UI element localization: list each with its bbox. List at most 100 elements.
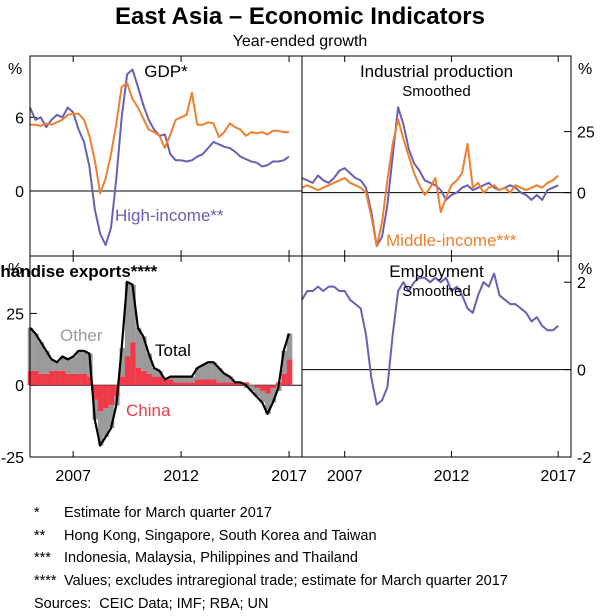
bar-china: [141, 370, 147, 386]
y-tick-label: -25: [1, 450, 24, 467]
y-tick-label: 25: [577, 125, 595, 142]
sources-text: CEIC Data; IMF; RBA; UN: [99, 596, 269, 612]
y-unit-label: %: [578, 261, 592, 278]
bar-china: [70, 373, 77, 386]
bar-other: [168, 376, 174, 380]
x-tick-label: 2007: [327, 468, 363, 485]
sources-label: Sources:: [34, 596, 92, 612]
bar-china: [211, 379, 217, 386]
bar-other: [195, 367, 201, 380]
footnote-text: Hong Kong, Singapore, South Korea and Ta…: [64, 527, 377, 544]
bar-china: [43, 373, 50, 386]
bar-other: [38, 342, 45, 374]
bar-other: [49, 359, 55, 371]
series-annotation: China: [126, 401, 171, 420]
y-tick-label: 0: [15, 378, 24, 395]
bar-china: [49, 370, 55, 386]
bar-china: [65, 373, 72, 386]
bar-china: [146, 373, 153, 386]
bar-other: [254, 388, 260, 397]
bar-china: [265, 385, 271, 394]
y-tick-label: 25: [6, 306, 24, 323]
y-tick-label: 0: [577, 186, 586, 203]
chart-figure: East Asia – Economic Indicators Year-end…: [0, 3, 595, 485]
bar-other: [184, 376, 190, 383]
series-line-middle-income: [301, 118, 559, 248]
bar-china: [135, 367, 142, 386]
bar-other: [108, 405, 115, 429]
bar-china: [60, 370, 66, 386]
bar-other: [227, 376, 233, 383]
bar-china: [124, 356, 131, 386]
bar-china: [87, 376, 93, 386]
x-axis: 2007 2007 2012 2012 2017 2017: [55, 468, 576, 485]
bar-china: [130, 342, 136, 386]
bar-china: [281, 373, 287, 386]
bar-china: [243, 382, 250, 386]
bar-other: [222, 373, 228, 383]
bar-china: [195, 379, 201, 386]
bar-china: [33, 370, 39, 386]
y-tick-label: -2: [577, 450, 591, 467]
bar-other: [119, 347, 126, 377]
bar-other: [124, 281, 131, 357]
bar-other: [130, 284, 136, 343]
bar-china: [270, 385, 277, 389]
y-tick-label: 0: [15, 184, 24, 201]
bar-china: [227, 382, 233, 386]
panel-title: Merchandise exports****: [0, 262, 158, 281]
panel-title: GDP*: [144, 62, 188, 81]
bar-china: [38, 373, 45, 386]
y-unit-label: %: [578, 61, 592, 78]
series-line-high-income: [301, 106, 559, 248]
series-line-middle-income: [30, 82, 289, 195]
bar-china: [184, 382, 190, 386]
bar-other: [173, 376, 179, 383]
bar-other: [281, 350, 287, 374]
chart-subtitle: Year-ended growth: [233, 33, 368, 50]
footnotes: * Estimate for March quarter 2017 ** Hong …: [34, 502, 594, 616]
bar-china: [200, 379, 206, 386]
bar-other: [216, 367, 223, 383]
footnote-marker: **: [34, 527, 46, 544]
bar-china: [103, 385, 109, 409]
bar-china: [119, 376, 126, 386]
bar-other: [178, 376, 185, 383]
bar-other: [43, 350, 50, 374]
panel-gdp: 0 6% GDP* High-income**: [8, 56, 302, 256]
bar-other: [33, 333, 39, 371]
bar-china: [216, 382, 223, 386]
bar-china: [254, 385, 260, 389]
bar-other: [286, 333, 293, 360]
bar-china: [151, 376, 158, 386]
panel-subtitle: Smoothed: [402, 283, 470, 300]
bar-china: [178, 382, 185, 386]
bar-china: [97, 385, 104, 412]
bar-china: [54, 370, 61, 386]
bar-other: [141, 336, 147, 371]
series-line-total: [29, 280, 291, 447]
bar-other: [151, 367, 158, 377]
y-tick-label: 2: [577, 275, 586, 292]
panel-industrial: 0 25% Industrial production Smoothed Middle-…: [301, 56, 595, 256]
chart-title: East Asia – Economic Indicators: [115, 3, 485, 30]
x-tick-label: 2012: [163, 468, 199, 485]
footnote-marker: *: [34, 505, 40, 521]
bar-other: [103, 408, 109, 437]
bar-other: [265, 393, 271, 414]
footnote-marker: ****: [34, 572, 57, 589]
bar-other: [135, 327, 142, 368]
panel-title: Employment: [389, 262, 484, 281]
footnote-4: **** Values; excludes intraregional trade…: [34, 570, 594, 593]
bar-other: [189, 376, 196, 383]
footnote-marker: ***: [34, 550, 51, 566]
footnote-2: ** Hong Kong, Singapore, South Korea and …: [34, 525, 594, 548]
bar-china: [81, 373, 88, 386]
footnote-text: Estimate for March quarter 2017: [64, 505, 272, 521]
footnote-text: Indonesia, Malaysia, Philippines and Tha…: [64, 550, 358, 566]
x-tick-label: 2007: [55, 468, 91, 485]
sources-line: Sources: CEIC Data; IMF; RBA; UN: [34, 593, 594, 616]
y-unit-label: %: [8, 61, 22, 78]
bar-china: [76, 373, 82, 386]
